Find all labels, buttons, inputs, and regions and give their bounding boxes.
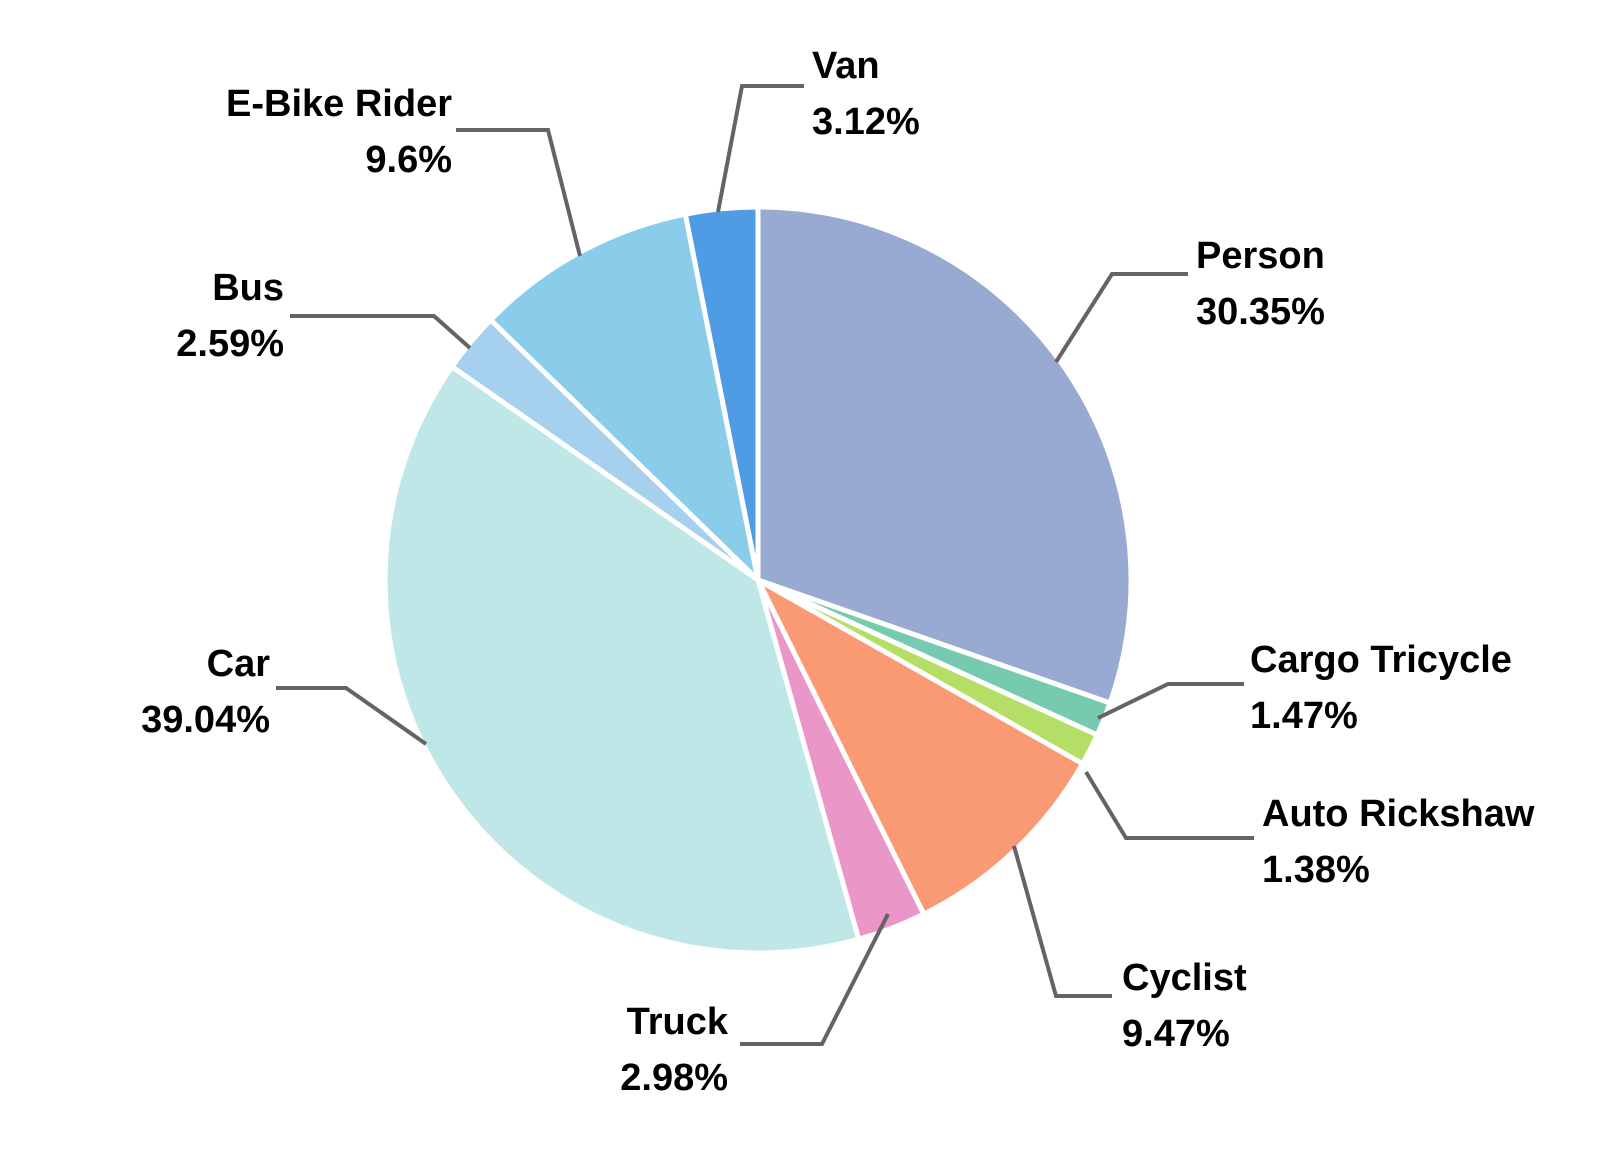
leader-line-bus (290, 314, 472, 350)
pie-slice-car (382, 363, 862, 956)
slice-value-label-car: 39.04% (141, 699, 270, 741)
slice-name-label-bus: Bus (212, 267, 284, 309)
slice-name-label-car: Car (207, 643, 271, 685)
slice-name-label-truck: Truck (627, 1001, 729, 1043)
leader-line-van (716, 84, 804, 213)
slice-name-label-cyclist: Cyclist (1122, 957, 1247, 999)
pie-slice-person (755, 204, 1134, 707)
slice-value-label-van: 3.12% (812, 101, 920, 143)
leader-line-cargo-tricycle (1097, 682, 1244, 720)
slice-name-label-e-bike-rider: E-Bike Rider (226, 83, 452, 125)
slice-value-label-bus: 2.59% (176, 323, 284, 365)
leader-line-car (276, 686, 428, 746)
slice-value-label-auto-rickshaw: 1.38% (1262, 849, 1370, 891)
leader-line-e-bike-rider (456, 128, 582, 257)
slice-name-label-cargo-tricycle: Cargo Tricycle (1250, 639, 1512, 681)
slice-labels: Person 30.35% Cargo Tricycle 1.47% Auto Rick… (141, 45, 1535, 1099)
slice-value-label-cargo-tricycle: 1.47% (1250, 695, 1358, 737)
slice-value-label-cyclist: 9.47% (1122, 1013, 1230, 1055)
slice-value-label-person: 30.35% (1196, 291, 1325, 333)
leader-line-auto-rickshaw (1084, 770, 1254, 840)
slice-value-label-truck: 2.98% (620, 1057, 728, 1099)
slice-name-label-person: Person (1196, 235, 1325, 277)
slice-name-label-van: Van (812, 45, 880, 87)
leader-line-person (1054, 272, 1188, 364)
slice-value-label-e-bike-rider: 9.6% (365, 139, 452, 181)
leader-line-cyclist (1012, 845, 1112, 998)
pie-slices (382, 204, 1134, 956)
pie-slice-van (682, 204, 761, 581)
slice-name-label-auto-rickshaw: Auto Rickshaw (1262, 793, 1535, 835)
leader-line-truck (740, 913, 890, 1046)
leader-lines (276, 84, 1254, 1046)
